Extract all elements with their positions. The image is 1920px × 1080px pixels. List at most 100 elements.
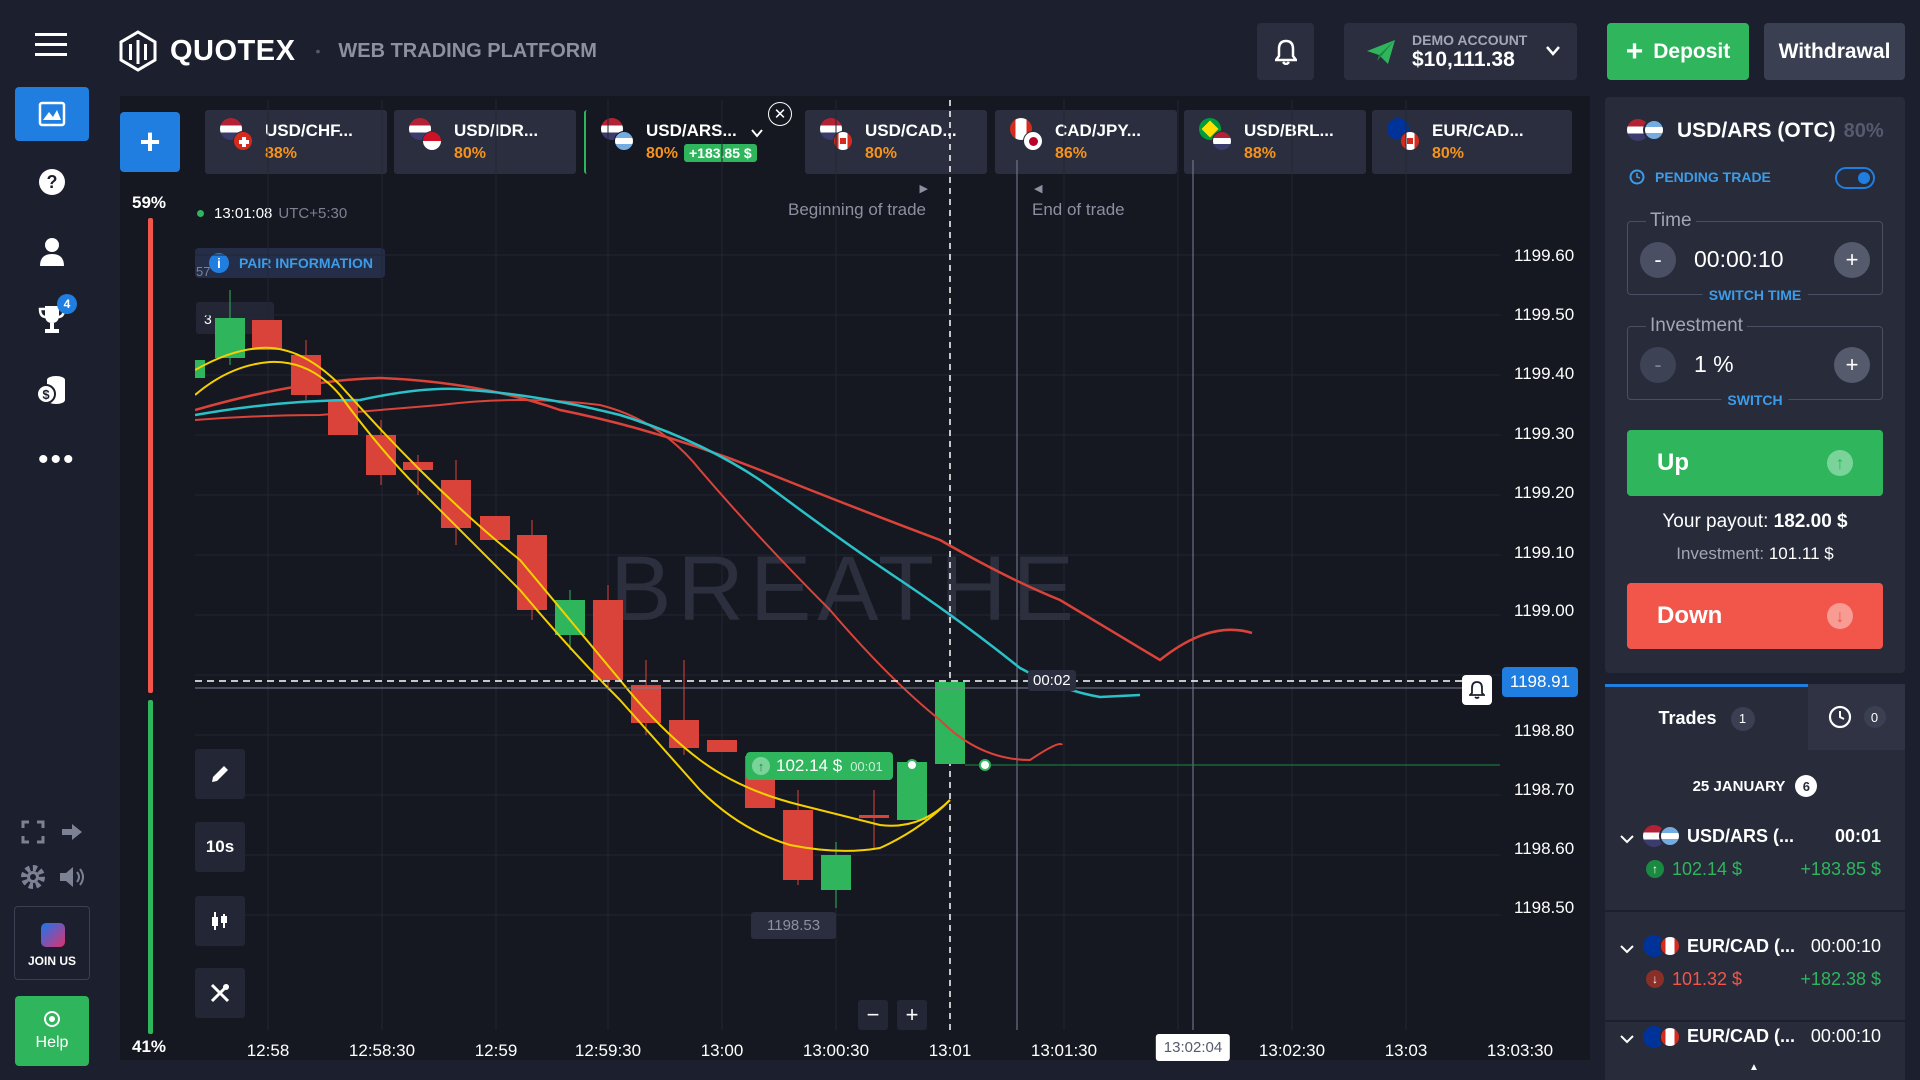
up-button[interactable]: Up ↑	[1627, 430, 1883, 496]
tab-payout: 80%	[646, 145, 679, 162]
investment-line: Investment: 101.11 $	[1605, 544, 1905, 564]
join-us-label: JOIN US	[27, 954, 76, 968]
trade-timer: 00:01	[850, 758, 883, 774]
switch-time-link[interactable]: SWITCH TIME	[1702, 287, 1808, 303]
tab-name: CAD/JPY...	[1055, 121, 1141, 140]
tab-eur-cad[interactable]: EUR/CAD... 80%	[1372, 110, 1572, 174]
down-button[interactable]: Down ↓	[1627, 583, 1883, 649]
investment-value[interactable]: 1 %	[1694, 351, 1734, 377]
payout-line: Your payout: 182.00 $	[1605, 511, 1905, 533]
clock-timezone: UTC+5:30	[278, 205, 348, 222]
panel-pair-header[interactable]: USD/ARS (OTC) 80%	[1627, 117, 1884, 145]
tab-usd-cad[interactable]: USD/CAD... 80%	[805, 110, 987, 174]
price-axis-label: 1199.40	[1514, 364, 1575, 383]
chevron-down-icon[interactable]	[750, 128, 764, 138]
nav-profile[interactable]	[15, 225, 89, 279]
open-trade-badge[interactable]: ↑ 102.14 $ 00:01	[746, 752, 893, 780]
withdrawal-button[interactable]: Withdrawal	[1764, 23, 1905, 80]
tab-payout: 88%	[1244, 145, 1277, 162]
more-icon[interactable]: •••	[38, 443, 76, 476]
low-price-label: 1198.53	[751, 912, 837, 939]
scroll-up-icon[interactable]: ▲	[1749, 1062, 1759, 1073]
tab-usd-idr[interactable]: USD/IDR... 80%	[394, 110, 576, 174]
nav-chart[interactable]	[15, 87, 89, 141]
zoom-in-button[interactable]: +	[897, 1000, 927, 1030]
time-axis-label: 13:03:30	[1486, 1041, 1554, 1060]
time-decrease-button[interactable]: -	[1640, 242, 1676, 278]
price-axis-label: 1199.10	[1514, 543, 1575, 562]
chart-type-button[interactable]	[195, 896, 245, 946]
time-axis-label: 13:01	[928, 1041, 972, 1060]
add-asset-button[interactable]: +	[120, 112, 180, 172]
arrow-up-icon: ↑	[752, 757, 770, 775]
price-chart[interactable]: BREATHE	[195, 95, 1590, 1035]
tab-payout: 80%	[1432, 145, 1465, 162]
chevron-down-icon	[1620, 1035, 1634, 1044]
time-value[interactable]: 00:00:10	[1694, 246, 1784, 272]
time-increase-button[interactable]: +	[1834, 242, 1870, 278]
pair-information-button[interactable]: i PAIR INFORMATION	[195, 248, 386, 278]
trade-time: 00:01	[1834, 826, 1881, 846]
zoom-out-button[interactable]: −	[858, 1000, 888, 1030]
price-alert-button[interactable]	[1462, 675, 1492, 705]
pair-info-label: PAIR INFORMATION	[239, 255, 374, 271]
ma-red-slow	[195, 376, 1253, 662]
tab-name: USD/CAD...	[865, 121, 957, 140]
nav-help[interactable]: ?	[15, 155, 89, 209]
price-axis-label: 1199.30	[1514, 424, 1575, 443]
join-us-button[interactable]: JOIN US	[14, 906, 90, 980]
settings-icon[interactable]	[20, 864, 46, 890]
nav-market[interactable]: $	[15, 362, 89, 416]
investment-increase-button[interactable]: +	[1834, 347, 1870, 383]
arrow-up-icon: ↑	[1827, 450, 1853, 476]
indicators-button[interactable]	[195, 968, 245, 1018]
drawing-tool-button[interactable]	[195, 749, 245, 799]
menu-icon[interactable]	[35, 33, 67, 57]
info-icon: i	[209, 253, 229, 273]
tab-profit-badge: +183.85 $	[684, 144, 757, 162]
account-selector[interactable]: DEMO ACCOUNT $10,111.38	[1344, 23, 1577, 80]
tab-usd-brl[interactable]: USD/BRL... 88%	[1184, 110, 1366, 174]
time-label: Time	[1646, 210, 1696, 232]
sound-icon[interactable]	[58, 864, 86, 890]
candlestick-icon	[212, 912, 227, 930]
tab-usd-ars[interactable]: USD/ARS... 80% +183.85 $ ✕	[584, 102, 792, 174]
trade-item[interactable]: EUR/CAD (... 00:00:10 ▲	[1605, 1024, 1905, 1080]
svg-text:$: $	[42, 387, 50, 402]
ma-yellow-2	[195, 360, 951, 852]
pending-trade-toggle[interactable]	[1835, 167, 1875, 189]
time-axis-label: 12:59:30	[574, 1041, 642, 1060]
logout-icon[interactable]	[60, 820, 84, 844]
tab-name: USD/BRL...	[1244, 121, 1334, 140]
trade-item[interactable]: USD/ARS (... 00:01 ↑ 102.14 $ +183.85 $	[1605, 820, 1905, 912]
tab-cad-jpy[interactable]: CAD/JPY... 86%	[995, 110, 1177, 174]
social-icon	[41, 923, 65, 947]
trades-count-badge: 1	[1730, 706, 1755, 731]
server-clock: 13:01:08 UTC+5:30	[197, 205, 347, 222]
close-tab-icon[interactable]: ✕	[768, 102, 792, 126]
candles	[195, 290, 965, 908]
trades-tab[interactable]: Trades 1	[1605, 684, 1808, 750]
fullscreen-icon[interactable]	[21, 820, 45, 844]
timeframe-button[interactable]: 10s	[195, 822, 245, 872]
investment-decrease-button[interactable]: -	[1640, 347, 1676, 383]
brand-subtitle: WEB TRADING PLATFORM	[338, 39, 597, 62]
chevron-down-icon	[1620, 945, 1634, 954]
tab-name: EUR/CAD...	[1432, 121, 1524, 140]
help-button[interactable]: Help	[15, 996, 89, 1066]
arrow-up-icon: ↑	[1646, 860, 1664, 878]
nav-tournaments[interactable]: 4	[15, 292, 89, 346]
bell-icon	[1469, 681, 1485, 699]
time-axis-label: 13:01:30	[1030, 1041, 1098, 1060]
logo[interactable]: QUOTEX • WEB TRADING PLATFORM	[118, 30, 597, 72]
notifications-button[interactable]	[1257, 23, 1314, 80]
trade-item[interactable]: EUR/CAD (... 00:00:10 ↓ 101.32 $ +182.38…	[1605, 930, 1905, 1022]
switch-link[interactable]: SWITCH	[1721, 392, 1789, 408]
tab-usd-chf[interactable]: USD/CHF... 88%	[205, 110, 387, 174]
arrow-down-icon: ↓	[1646, 970, 1664, 988]
time-axis-label: 12:58:30	[348, 1041, 416, 1060]
deposit-button[interactable]: + Deposit	[1607, 23, 1749, 80]
chevron-down-icon	[1620, 835, 1634, 844]
tools-icon	[210, 983, 230, 1003]
pending-trades-tab[interactable]: 0	[1808, 684, 1905, 750]
